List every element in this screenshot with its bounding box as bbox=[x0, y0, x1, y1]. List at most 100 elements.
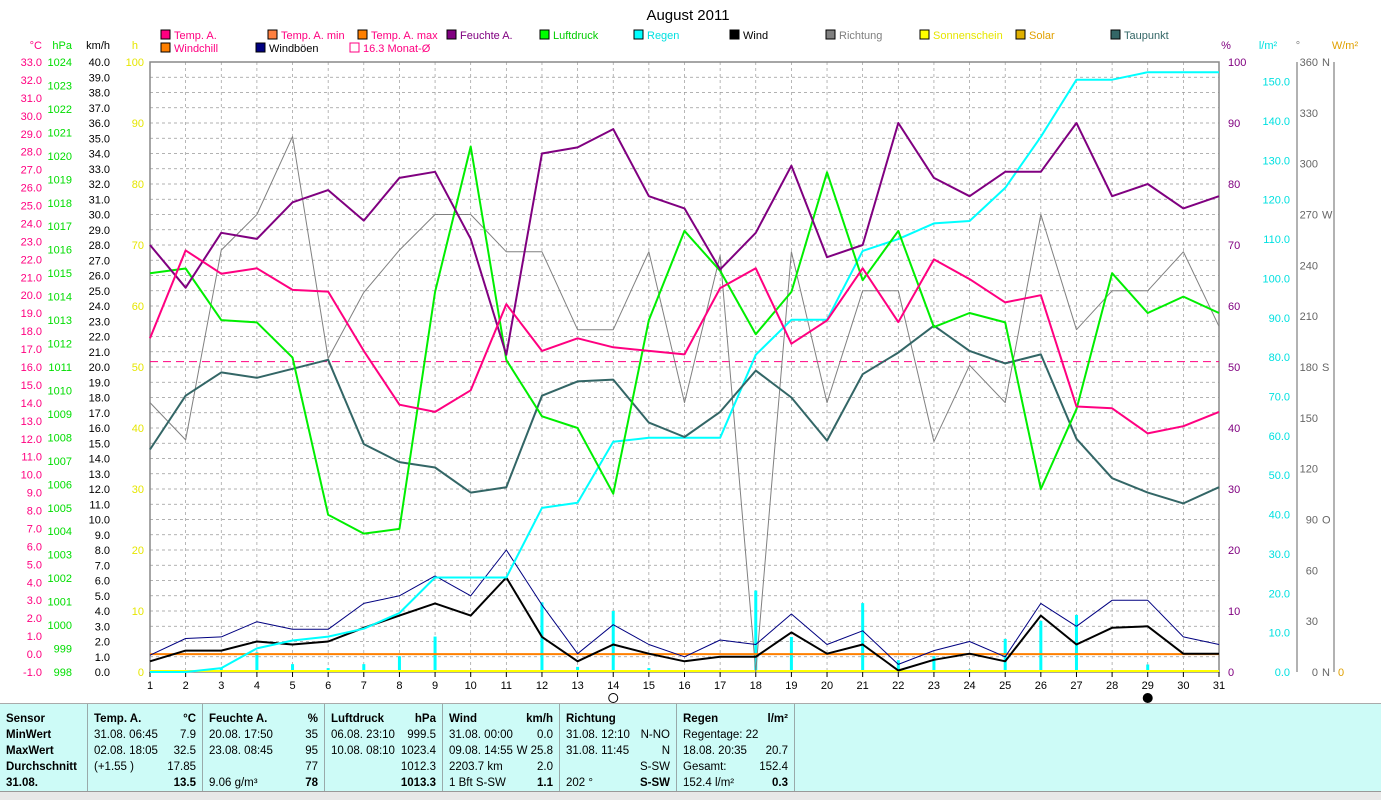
y-tick-label: 1023 bbox=[48, 80, 72, 92]
y-tick-label: 1020 bbox=[48, 151, 72, 163]
y-tick-label: 9.0 bbox=[95, 530, 110, 542]
table-row: 18.08. 20:35 20.7 bbox=[683, 743, 788, 759]
column-header: Luftdruck hPa bbox=[331, 711, 436, 727]
y-tick-label: 300 bbox=[1300, 159, 1318, 171]
rain-bar bbox=[896, 660, 900, 672]
column-header: Regen l/m² bbox=[683, 711, 788, 727]
y-tick-label: 0 bbox=[1228, 667, 1234, 679]
y-tick-label: 9.0 bbox=[27, 488, 42, 500]
rain-bar bbox=[1146, 664, 1150, 672]
table-row: 1012.3 bbox=[331, 759, 436, 775]
table-column-2: Feuchte A.% 20.08. 17:50 35 23.08. 08:45 95 7… bbox=[203, 704, 325, 792]
table-cell: 0.0 bbox=[537, 729, 553, 741]
y-tick-label: 270 bbox=[1300, 210, 1318, 222]
y-tick-label: 120 bbox=[1300, 464, 1318, 476]
legend-swatch bbox=[919, 29, 930, 40]
series-line-temp-a- bbox=[149, 249, 1220, 435]
table-cell: 1012.3 bbox=[400, 761, 436, 773]
table-cell: 06.08. 23:10 bbox=[331, 729, 395, 741]
y-tick-label: 8.0 bbox=[27, 506, 42, 518]
x-tick-label: 28 bbox=[1106, 680, 1118, 692]
table-row: Durchschnitt bbox=[6, 759, 81, 775]
y-tick-label: 17.0 bbox=[89, 408, 110, 420]
table-cell: Durchschnitt bbox=[6, 761, 77, 773]
y-tick-label: 210 bbox=[1300, 311, 1318, 323]
y-tick-label: 1021 bbox=[48, 127, 72, 139]
table-cell: 31.08. bbox=[6, 777, 38, 789]
table-row: 2203.7 km 2.0 bbox=[449, 759, 553, 775]
y-tick-label: 27.0 bbox=[89, 255, 110, 267]
y-tick-label: 90 bbox=[1228, 118, 1240, 130]
legend-swatch bbox=[729, 29, 740, 40]
y-tick-label: 6.0 bbox=[95, 576, 110, 588]
legend-label: Windchill bbox=[174, 43, 218, 55]
y-tick-label: 30 bbox=[1228, 484, 1240, 496]
rain-bar bbox=[397, 656, 401, 672]
y-tick-label: 0 bbox=[1338, 667, 1344, 679]
y-tick-label: 6.0 bbox=[27, 541, 42, 553]
y-tick-label: 999 bbox=[54, 644, 72, 656]
y-tick-label: 38.0 bbox=[89, 88, 110, 100]
table-cell: 2203.7 km bbox=[449, 761, 503, 773]
legend-label: Solar bbox=[1029, 30, 1055, 42]
x-tick-label: 3 bbox=[218, 680, 224, 692]
y-tick-label: 30 bbox=[1306, 616, 1318, 628]
table-column-6: Regen l/m² Regentage: 22 18.08. 20:35 20.7 Ge… bbox=[677, 704, 795, 792]
x-tick-label: 12 bbox=[536, 680, 548, 692]
rain-bar bbox=[932, 656, 936, 672]
y-tick-label: 50 bbox=[1228, 362, 1240, 374]
y-tick-label: 0 bbox=[1312, 667, 1318, 679]
y-tick-label: 240 bbox=[1300, 260, 1318, 272]
y-tick-label: 8.0 bbox=[95, 545, 110, 557]
y-tick-label: 1005 bbox=[48, 503, 72, 515]
rain-bar bbox=[754, 590, 758, 672]
y-tick-label: 1011 bbox=[48, 362, 72, 374]
y-tick-label: 120.0 bbox=[1262, 195, 1290, 207]
y-tick-label: 20.0 bbox=[21, 290, 42, 302]
column-unit: °C bbox=[183, 713, 196, 725]
x-tick-label: 29 bbox=[1142, 680, 1154, 692]
legend-swatch bbox=[160, 29, 171, 40]
y-tick-label: 26.0 bbox=[89, 271, 110, 283]
y-tick-label: 90 bbox=[1306, 515, 1318, 527]
y-tick-label: 16.0 bbox=[89, 423, 110, 435]
y-tick-label: 40 bbox=[1228, 423, 1240, 435]
table-cell: (+1.55 ) bbox=[94, 761, 134, 773]
legend-swatch bbox=[1110, 29, 1121, 40]
y-tick-label: 1014 bbox=[48, 292, 72, 304]
y-tick-label: 34.0 bbox=[89, 149, 110, 161]
y-tick-label: 23.0 bbox=[89, 316, 110, 328]
x-tick-label: 2 bbox=[183, 680, 189, 692]
legend-label: Luftdruck bbox=[553, 30, 599, 42]
table-cell: S-SW bbox=[639, 761, 670, 773]
column-title: Wind bbox=[449, 713, 477, 725]
column-header: Temp. A. °C bbox=[94, 711, 196, 727]
rain-bar bbox=[611, 611, 615, 672]
y-tick-label: 12.0 bbox=[89, 484, 110, 496]
table-cell: W 25.8 bbox=[516, 745, 553, 757]
y-tick-label: 15.0 bbox=[89, 438, 110, 450]
legend-swatch bbox=[539, 29, 550, 40]
legend-swatch bbox=[267, 29, 278, 40]
table-cell: 202 ° bbox=[566, 777, 593, 789]
y-tick-label: 1.0 bbox=[27, 631, 42, 643]
y-tick-label: 998 bbox=[54, 667, 72, 679]
table-cell: 1023.4 bbox=[400, 745, 436, 757]
x-tick-label: 18 bbox=[750, 680, 762, 692]
y-tick-label: 13.0 bbox=[89, 469, 110, 481]
y-tick-label: 26.0 bbox=[21, 183, 42, 195]
x-tick-label: 30 bbox=[1177, 680, 1189, 692]
y-tick-label: 11.0 bbox=[89, 499, 110, 511]
table-cell: 20.7 bbox=[765, 745, 788, 757]
column-header: Wind km/h bbox=[449, 711, 553, 727]
y-tick-label: 1018 bbox=[48, 198, 72, 210]
table-cell: 31.08. 11:45 bbox=[566, 745, 630, 757]
table-cell: 35 bbox=[305, 729, 318, 741]
table-cell: 95 bbox=[305, 745, 318, 757]
table-cell: 9.06 g/m³ bbox=[209, 777, 258, 789]
y-tick-label: 80 bbox=[1228, 179, 1240, 191]
y-tick-label: 80 bbox=[132, 179, 144, 191]
y-tick-label: 36.0 bbox=[89, 118, 110, 130]
table-row: (+1.55 ) 17.85 bbox=[94, 759, 196, 775]
